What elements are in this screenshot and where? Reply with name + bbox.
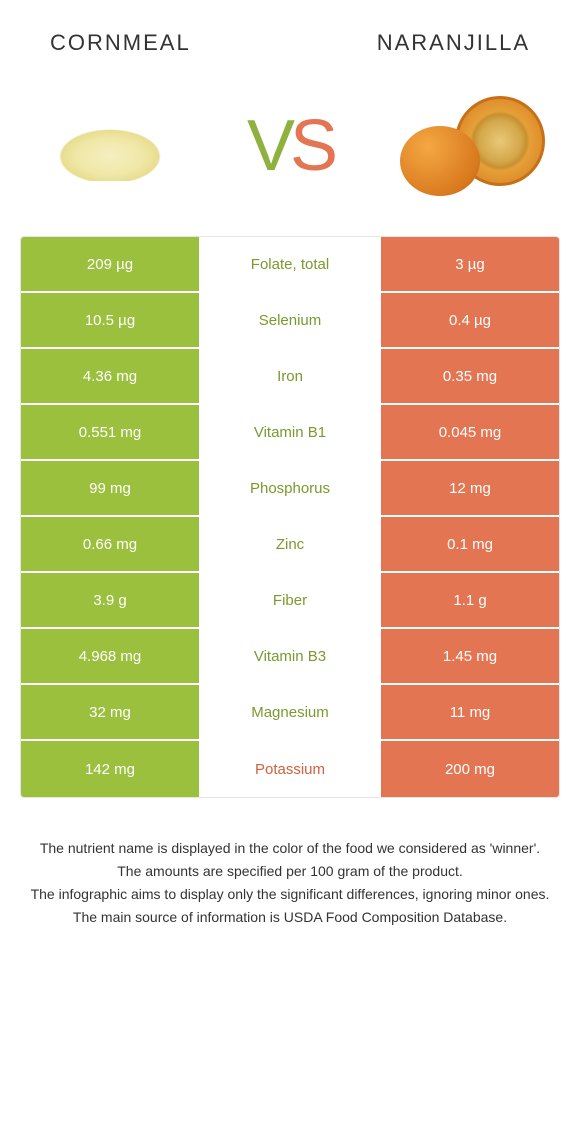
nutrient-label: Vitamin B3: [201, 629, 379, 683]
right-value: 1.1 g: [379, 573, 559, 627]
nutrient-label: Vitamin B1: [201, 405, 379, 459]
table-row: 32 mgMagnesium11 mg: [21, 685, 559, 741]
footnote-line: The amounts are specified per 100 gram o…: [25, 861, 555, 882]
nutrient-label: Selenium: [201, 293, 379, 347]
right-value: 1.45 mg: [379, 629, 559, 683]
header: Cornmeal Naranjilla: [0, 0, 580, 66]
cornmeal-image: [30, 86, 190, 206]
table-row: 4.968 mgVitamin B31.45 mg: [21, 629, 559, 685]
footnote-line: The infographic aims to display only the…: [25, 884, 555, 905]
right-value: 11 mg: [379, 685, 559, 739]
left-value: 99 mg: [21, 461, 201, 515]
table-row: 0.66 mgZinc0.1 mg: [21, 517, 559, 573]
left-value: 10.5 µg: [21, 293, 201, 347]
table-row: 142 mgPotassium200 mg: [21, 741, 559, 797]
left-value: 209 µg: [21, 237, 201, 291]
table-row: 3.9 gFiber1.1 g: [21, 573, 559, 629]
vs-label: VS: [247, 110, 333, 182]
nutrient-label: Zinc: [201, 517, 379, 571]
right-value: 200 mg: [379, 741, 559, 797]
right-value: 3 µg: [379, 237, 559, 291]
right-value: 0.045 mg: [379, 405, 559, 459]
table-row: 10.5 µgSelenium0.4 µg: [21, 293, 559, 349]
right-food-title: Naranjilla: [377, 30, 530, 56]
right-value: 0.35 mg: [379, 349, 559, 403]
nutrient-label: Potassium: [201, 741, 379, 797]
nutrient-label: Iron: [201, 349, 379, 403]
nutrient-table: 209 µgFolate, total3 µg10.5 µgSelenium0.…: [20, 236, 560, 798]
left-value: 4.968 mg: [21, 629, 201, 683]
left-value: 0.66 mg: [21, 517, 201, 571]
right-value: 12 mg: [379, 461, 559, 515]
nutrient-label: Folate, total: [201, 237, 379, 291]
footnote-line: The main source of information is USDA F…: [25, 907, 555, 928]
footnote-line: The nutrient name is displayed in the co…: [25, 838, 555, 859]
nutrient-label: Magnesium: [201, 685, 379, 739]
table-row: 99 mgPhosphorus12 mg: [21, 461, 559, 517]
footnotes: The nutrient name is displayed in the co…: [0, 798, 580, 928]
table-row: 209 µgFolate, total3 µg: [21, 237, 559, 293]
nutrient-label: Fiber: [201, 573, 379, 627]
left-value: 4.36 mg: [21, 349, 201, 403]
right-value: 0.1 mg: [379, 517, 559, 571]
left-value: 0.551 mg: [21, 405, 201, 459]
hero: VS: [0, 66, 580, 236]
right-value: 0.4 µg: [379, 293, 559, 347]
table-row: 4.36 mgIron0.35 mg: [21, 349, 559, 405]
left-value: 142 mg: [21, 741, 201, 797]
left-food-title: Cornmeal: [50, 30, 191, 56]
left-value: 32 mg: [21, 685, 201, 739]
nutrient-label: Phosphorus: [201, 461, 379, 515]
naranjilla-image: [390, 86, 550, 206]
table-row: 0.551 mgVitamin B10.045 mg: [21, 405, 559, 461]
left-value: 3.9 g: [21, 573, 201, 627]
